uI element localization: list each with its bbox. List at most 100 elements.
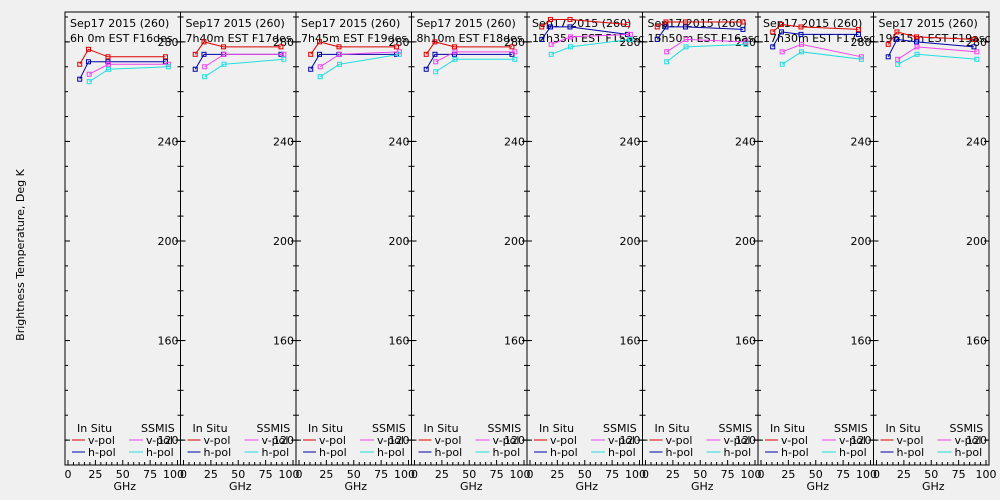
legend-label-ssmis-h-pol: h-pol: [839, 446, 867, 459]
data-point-insitu-h: [913, 39, 919, 45]
data-point-insitu-v: [278, 44, 284, 50]
legend-label-ssmis-v-pol: v-pol: [608, 434, 635, 447]
y-tick-label: 280: [504, 36, 525, 49]
series-line-ssmis-h: [319, 53, 400, 78]
legend-in-situ-header: In Situ: [886, 422, 921, 435]
data-point-ssmis-v: [337, 51, 343, 57]
legend-label-in-situ-h-pol: h-pol: [204, 446, 232, 459]
x-tick-label: 75: [836, 468, 850, 481]
data-point-insitu-h: [432, 51, 438, 57]
y-tick-label: 160: [851, 335, 872, 348]
data-point-insitu-h: [201, 51, 207, 57]
data-point-insitu-v: [423, 51, 429, 57]
x-tick-label: 50: [924, 468, 938, 481]
series-line-insitu-v: [79, 48, 166, 65]
data-point-ssmis-h: [858, 56, 864, 62]
data-point-insitu-h: [654, 36, 660, 42]
panel-3: Sep17 2015 (260) 7h45m EST F19des 120 160 20…: [295, 11, 415, 493]
data-point-insitu-v: [105, 54, 111, 60]
data-point-ssmis-h: [914, 51, 920, 57]
data-point-insitu-h: [778, 29, 784, 35]
data-point-insitu-h: [567, 24, 573, 30]
x-tick-label: 0: [527, 468, 534, 481]
data-point-insitu-h: [308, 66, 314, 72]
y-tick-label: 120: [389, 434, 410, 447]
legend-label-ssmis-h-pol: h-pol: [955, 446, 983, 459]
legend-label-in-situ-v-pol: v-pol: [435, 434, 462, 447]
legend-ssmis-header: SSMIS: [834, 422, 868, 435]
y-tick-label: 200: [273, 235, 294, 248]
legend-in-situ-header: In Situ: [77, 422, 112, 435]
legend-label-ssmis-h-pol: h-pol: [608, 446, 636, 459]
data-point-insitu-h: [894, 36, 900, 42]
data-point-insitu-v: [192, 51, 198, 57]
data-point-insitu-h: [192, 66, 198, 72]
x-tick-label: 100: [394, 468, 415, 481]
x-tick-label: 0: [758, 468, 765, 481]
x-tick-label: 75: [143, 468, 157, 481]
data-point-insitu-v: [220, 44, 226, 50]
legend-label-ssmis-h-pol: h-pol: [262, 446, 290, 459]
x-tick-label: 25: [435, 468, 449, 481]
panel-date: Sep17 2015 (260): [879, 17, 978, 30]
legend-ssmis-header: SSMIS: [950, 422, 984, 435]
legend-label-ssmis-v-pol: v-pol: [377, 434, 404, 447]
y-tick-label: 160: [504, 335, 525, 348]
data-point-ssmis-v: [895, 56, 901, 62]
data-point-ssmis-h: [452, 56, 458, 62]
panel-1: Sep17 2015 (260) 6h 0m EST F16des 120 160 20…: [64, 11, 184, 493]
series-line-ssmis-v: [897, 46, 977, 60]
x-tick-label: 75: [605, 468, 619, 481]
panel-date: Sep17 2015 (260): [186, 17, 285, 30]
legend-label-in-situ-v-pol: v-pol: [666, 434, 693, 447]
series-line-insitu-h: [656, 26, 743, 40]
series-line-insitu-h: [772, 31, 859, 48]
data-point-insitu-v: [432, 39, 438, 45]
x-tick-label: 50: [347, 468, 361, 481]
data-point-insitu-v: [663, 19, 669, 25]
data-point-ssmis-h: [568, 44, 574, 50]
x-tick-label: 0: [65, 468, 72, 481]
data-point-insitu-h: [85, 59, 91, 65]
legend-ssmis-header: SSMIS: [257, 422, 291, 435]
y-tick-label: 240: [966, 135, 987, 148]
y-tick-label: 280: [620, 36, 641, 49]
y-tick-label: 160: [620, 335, 641, 348]
data-point-insitu-v: [740, 19, 746, 25]
data-point-ssmis-h: [202, 74, 208, 80]
series-line-insitu-v: [887, 31, 974, 45]
y-tick-label: 200: [620, 235, 641, 248]
data-point-ssmis-h: [512, 56, 518, 62]
series-line-insitu-h: [79, 61, 166, 80]
y-tick-label: 160: [158, 335, 179, 348]
series-line-ssmis-h: [435, 58, 515, 73]
legend-label-in-situ-v-pol: v-pol: [204, 434, 231, 447]
legend-in-situ-header: In Situ: [308, 422, 343, 435]
y-tick-label: 280: [389, 36, 410, 49]
legend-label-ssmis-h-pol: h-pol: [493, 446, 521, 459]
data-point-ssmis-h: [433, 69, 439, 75]
series-line-insitu-v: [194, 41, 281, 55]
series-line-ssmis-h: [781, 51, 862, 65]
y-tick-label: 240: [504, 135, 525, 148]
x-tick-label: 50: [116, 468, 130, 481]
legend-label-ssmis-v-pol: v-pol: [146, 434, 173, 447]
panel-date: Sep17 2015 (260): [417, 17, 516, 30]
data-point-insitu-v: [770, 29, 776, 35]
x-axis-label: GHz: [229, 480, 252, 493]
y-tick-label: 280: [851, 36, 872, 49]
x-tick-label: 25: [781, 468, 795, 481]
y-tick-label: 160: [389, 335, 410, 348]
x-tick-label: 25: [897, 468, 911, 481]
data-point-insitu-h: [855, 31, 861, 37]
series-line-insitu-h: [541, 26, 628, 40]
x-tick-label: 25: [319, 468, 333, 481]
data-point-ssmis-v: [568, 34, 574, 40]
data-point-insitu-h: [682, 24, 688, 30]
y-tick-label: 280: [273, 36, 294, 49]
data-point-ssmis-h: [165, 64, 171, 70]
data-point-ssmis-h: [664, 59, 670, 65]
data-point-insitu-v: [201, 39, 207, 45]
data-point-ssmis-v: [779, 49, 785, 55]
